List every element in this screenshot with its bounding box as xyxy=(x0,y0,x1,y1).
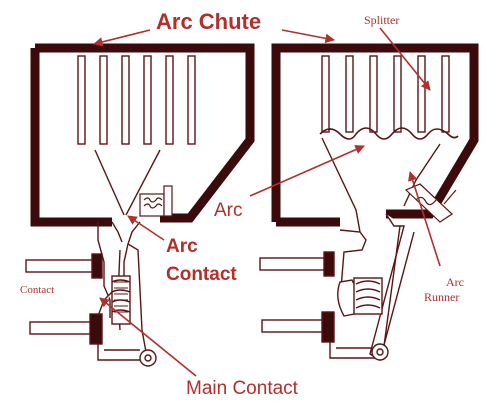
label-splitter: Splitter xyxy=(364,13,399,27)
callout-arrows xyxy=(93,27,441,377)
left-chute-spring xyxy=(139,185,173,217)
arrow-arc-chute-right xyxy=(281,29,335,44)
right-splitter-plates xyxy=(321,55,450,133)
arrow-arc xyxy=(249,145,365,197)
left-contact-assembly xyxy=(25,221,157,367)
label-arc-runner-line2: Runner xyxy=(424,290,459,304)
right-arc-path xyxy=(319,127,459,140)
arrow-arc-chute-left xyxy=(93,29,151,47)
label-main-contact: Main Contact xyxy=(186,378,299,399)
label-arc-runner-line1: Arc xyxy=(446,275,464,289)
label-arc-chute: Arc Chute xyxy=(156,9,261,34)
label-contact: Contact xyxy=(20,284,54,296)
label-arc-contact-line2: Contact xyxy=(166,264,237,285)
arrow-main-contact xyxy=(99,297,197,377)
label-arc: Arc xyxy=(214,200,243,221)
label-arc-contact-line1: Arc xyxy=(166,236,198,257)
right-breaker xyxy=(259,43,479,362)
left-breaker xyxy=(25,43,255,367)
arrow-arc-contact xyxy=(127,215,165,241)
left-arc-chute-frame xyxy=(35,43,255,223)
left-arc-runners xyxy=(94,149,161,216)
arrow-splitter xyxy=(379,27,431,91)
left-splitter-plates xyxy=(77,55,196,145)
arrow-arc-runner xyxy=(408,171,441,267)
right-contact-assembly xyxy=(259,213,415,362)
